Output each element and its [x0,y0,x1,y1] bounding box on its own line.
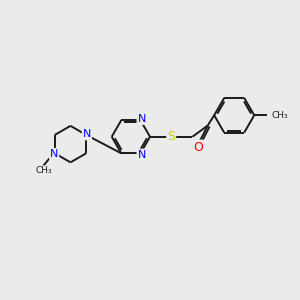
Text: N: N [83,129,91,140]
Text: CH₃: CH₃ [272,111,289,120]
Text: CH₃: CH₃ [35,167,52,176]
Text: N: N [50,149,58,159]
Text: S: S [167,130,175,143]
Text: N: N [137,114,146,124]
Text: O: O [193,141,203,154]
Text: N: N [137,149,146,160]
